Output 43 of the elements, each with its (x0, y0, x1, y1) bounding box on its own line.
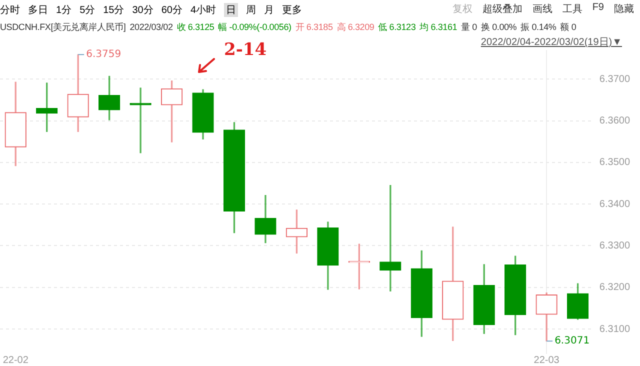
annotation: 2-14 (224, 40, 267, 60)
text: 低 6.3123 (378, 20, 416, 34)
text: 月 (264, 4, 274, 17)
text: 5分 (80, 4, 96, 17)
x-tick-label: 22-03 (534, 354, 560, 366)
text: 换 0.00% (480, 20, 517, 34)
text: 60分 (161, 4, 182, 17)
text: USDCNH.FX[美元兑离岸人民币] (0, 20, 126, 34)
text: 画线 (532, 2, 552, 16)
text: 振 0.14% (520, 20, 556, 34)
y-tick-label: 6.3100 (599, 324, 630, 335)
text: 幅 -0.09%(-0.0056) (218, 20, 292, 34)
text: 15分 (103, 4, 124, 17)
text: 日 (224, 3, 238, 17)
text: 工具 (562, 3, 582, 16)
y-tick-label: 6.3500 (599, 157, 630, 168)
text: 1分 (56, 4, 72, 17)
y-tick-label: 6.3700 (599, 74, 630, 85)
text: 2022/02/04-2022/03/02(19日)▼ (480, 36, 622, 49)
text: 额 0 (560, 20, 576, 34)
text: 分时 (0, 4, 20, 17)
text: 周 (246, 4, 256, 17)
text: 2022/03/02 (130, 22, 173, 32)
annotation: 6.3759 (86, 49, 122, 60)
text: 收 6.3125 (176, 20, 214, 34)
text: 复权 (452, 2, 472, 16)
text: 多日 (28, 4, 48, 17)
text: 均 6.3161 (420, 20, 458, 34)
y-tick-label: 6.3300 (599, 240, 630, 252)
text: 量 0 (461, 20, 477, 34)
text: 更多 (282, 4, 302, 17)
x-tick-label: 22-02 (2, 354, 29, 366)
text: 开 6.3185 (295, 20, 333, 34)
y-tick-label: 6.3400 (599, 198, 630, 210)
text: 高 6.3209 (336, 20, 374, 34)
text: 超级叠加 (482, 2, 522, 16)
text: F9 (592, 2, 604, 15)
text: 4小时 (190, 4, 216, 17)
text: 隐藏 (614, 2, 634, 16)
y-tick-label: 6.3200 (599, 282, 630, 294)
y-tick-label: 6.3600 (599, 116, 630, 127)
annotation: 6.3071 (554, 336, 590, 347)
text: 30分 (132, 4, 154, 17)
